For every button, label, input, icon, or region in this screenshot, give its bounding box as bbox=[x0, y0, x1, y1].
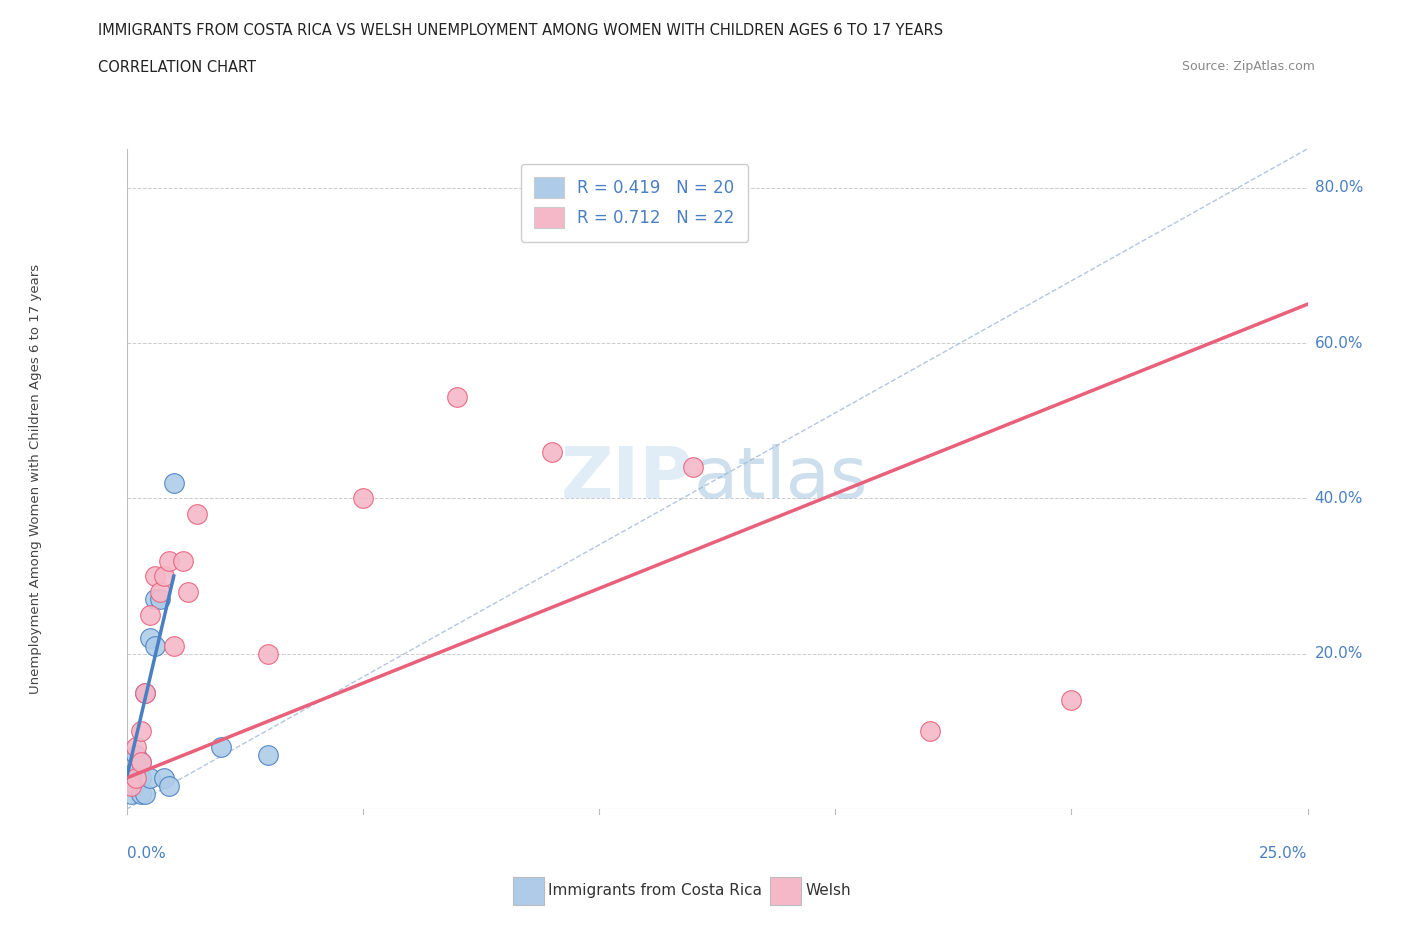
Point bbox=[143, 639, 166, 654]
Point bbox=[120, 786, 142, 801]
Point bbox=[153, 771, 176, 786]
Text: Immigrants from Costa Rica: Immigrants from Costa Rica bbox=[548, 884, 762, 898]
Point bbox=[139, 607, 162, 622]
Point bbox=[209, 739, 232, 754]
Point bbox=[134, 786, 156, 801]
Text: 20.0%: 20.0% bbox=[1315, 646, 1362, 661]
Text: 80.0%: 80.0% bbox=[1315, 180, 1362, 195]
Point bbox=[257, 646, 280, 661]
Point bbox=[153, 568, 176, 583]
Text: atlas: atlas bbox=[693, 445, 868, 513]
Text: 25.0%: 25.0% bbox=[1260, 846, 1308, 861]
Text: Welsh: Welsh bbox=[806, 884, 851, 898]
Text: IMMIGRANTS FROM COSTA RICA VS WELSH UNEMPLOYMENT AMONG WOMEN WITH CHILDREN AGES : IMMIGRANTS FROM COSTA RICA VS WELSH UNEM… bbox=[98, 23, 943, 38]
Point bbox=[186, 507, 208, 522]
Point bbox=[125, 739, 148, 754]
Point bbox=[143, 568, 166, 583]
Text: Unemployment Among Women with Children Ages 6 to 17 years: Unemployment Among Women with Children A… bbox=[28, 264, 42, 694]
Legend: R = 0.419   N = 20, R = 0.712   N = 22: R = 0.419 N = 20, R = 0.712 N = 22 bbox=[520, 164, 748, 242]
Point bbox=[1060, 693, 1083, 708]
Point bbox=[120, 778, 142, 793]
Point bbox=[177, 584, 200, 599]
Point bbox=[129, 724, 152, 738]
Point bbox=[129, 771, 152, 786]
Point bbox=[125, 748, 148, 763]
Text: 0.0%: 0.0% bbox=[127, 846, 166, 861]
Point bbox=[149, 584, 172, 599]
Point bbox=[120, 771, 142, 786]
Point bbox=[163, 639, 186, 654]
Point bbox=[143, 591, 166, 606]
Point bbox=[139, 631, 162, 645]
Point bbox=[540, 445, 562, 459]
Point bbox=[918, 724, 941, 738]
Text: 40.0%: 40.0% bbox=[1315, 491, 1362, 506]
Point bbox=[125, 763, 148, 777]
Text: 60.0%: 60.0% bbox=[1315, 336, 1362, 351]
Text: Source: ZipAtlas.com: Source: ZipAtlas.com bbox=[1181, 60, 1315, 73]
Text: CORRELATION CHART: CORRELATION CHART bbox=[98, 60, 256, 75]
Point bbox=[134, 685, 156, 700]
Point bbox=[163, 475, 186, 490]
Point bbox=[129, 755, 152, 770]
Point bbox=[149, 591, 172, 606]
Point bbox=[129, 755, 152, 770]
Point bbox=[125, 778, 148, 793]
Point bbox=[129, 786, 152, 801]
Point bbox=[157, 778, 180, 793]
Point bbox=[446, 390, 468, 405]
Point bbox=[125, 771, 148, 786]
Point bbox=[257, 748, 280, 763]
Point bbox=[134, 685, 156, 700]
Point bbox=[157, 553, 180, 568]
Point bbox=[172, 553, 194, 568]
Text: ZIP: ZIP bbox=[561, 445, 693, 513]
Point bbox=[682, 459, 704, 474]
Point bbox=[352, 491, 374, 506]
Point bbox=[139, 771, 162, 786]
